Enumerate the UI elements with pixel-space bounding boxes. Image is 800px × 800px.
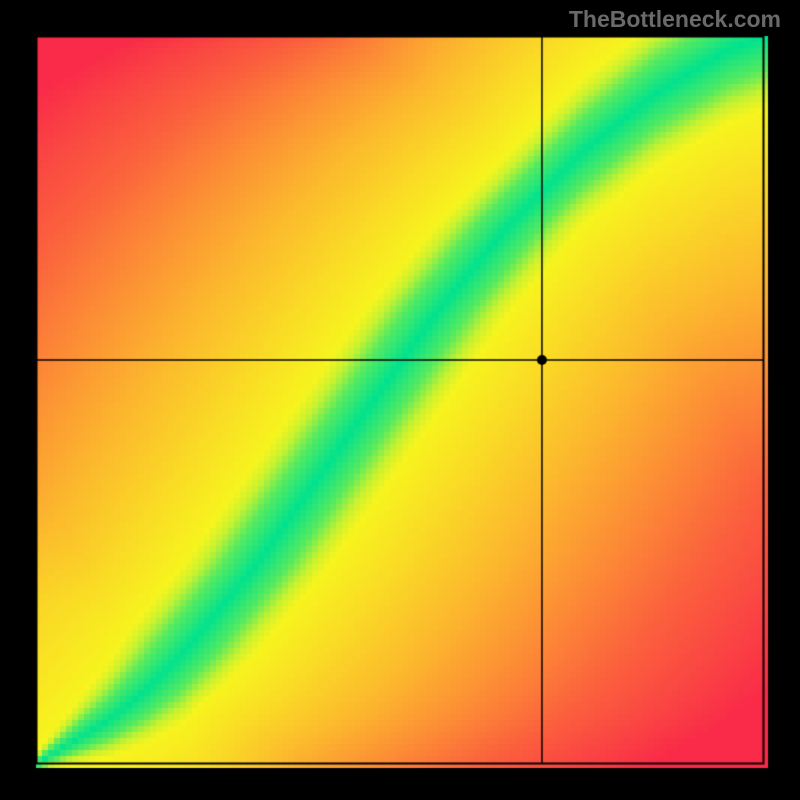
bottleneck-heatmap (0, 0, 800, 800)
watermark-text: TheBottleneck.com (569, 6, 781, 33)
chart-container: TheBottleneck.com (0, 0, 800, 800)
